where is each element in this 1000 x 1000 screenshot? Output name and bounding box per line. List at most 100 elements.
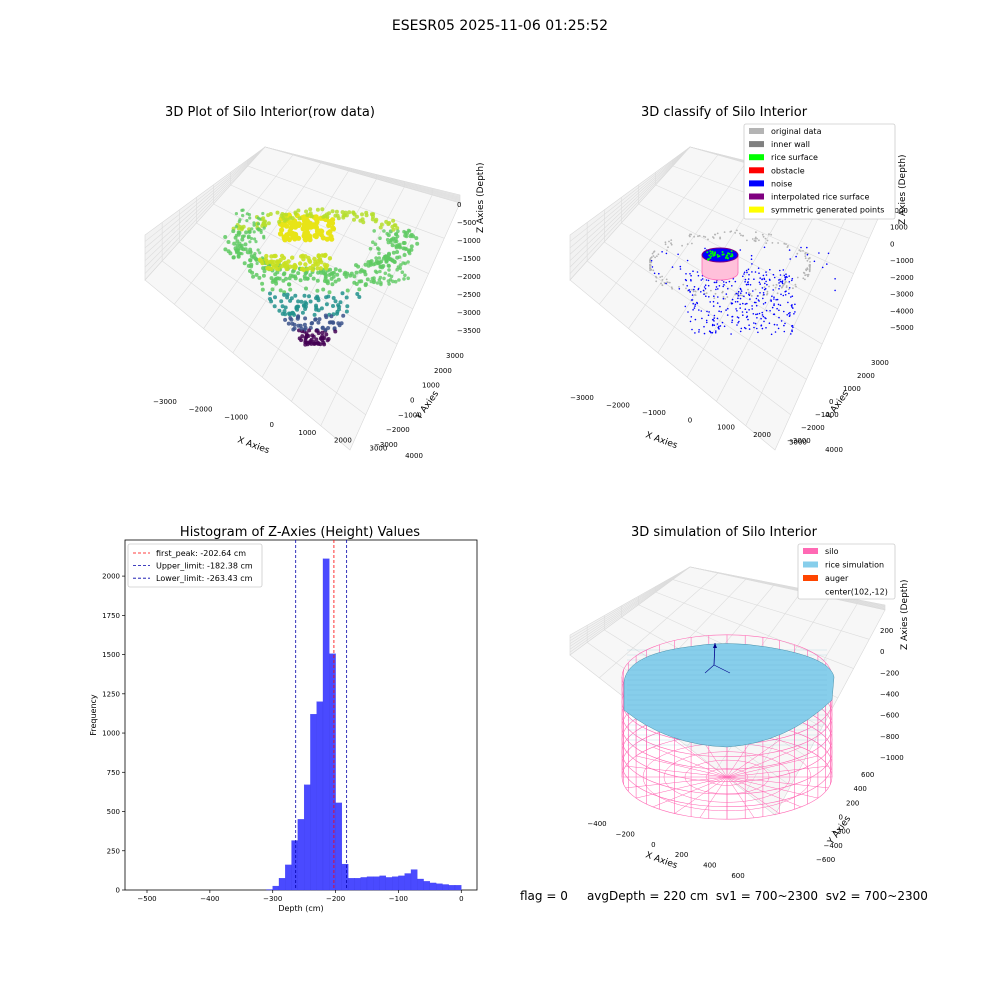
data-point bbox=[834, 289, 836, 292]
data-point bbox=[747, 268, 750, 271]
data-point bbox=[748, 328, 751, 330]
data-point bbox=[742, 314, 744, 316]
tick-label: −1000 bbox=[880, 754, 904, 762]
data-point bbox=[407, 229, 412, 233]
data-point bbox=[341, 313, 346, 318]
data-point bbox=[677, 253, 679, 256]
histogram-bar bbox=[366, 876, 374, 891]
data-point bbox=[780, 293, 782, 296]
data-point bbox=[704, 284, 707, 286]
data-point bbox=[279, 299, 284, 304]
data-point bbox=[702, 289, 705, 292]
tick-label: −600 bbox=[816, 856, 835, 864]
auger-arm bbox=[713, 664, 731, 674]
silo-spoke bbox=[726, 740, 780, 778]
data-point bbox=[713, 297, 716, 299]
data-point bbox=[663, 282, 666, 285]
data-point bbox=[651, 266, 654, 268]
data-point bbox=[739, 303, 741, 306]
data-point bbox=[284, 276, 288, 281]
z-axis-label: Z Axies (Depth) bbox=[900, 579, 910, 650]
data-point bbox=[245, 219, 249, 223]
data-point bbox=[689, 233, 691, 236]
data-point bbox=[694, 303, 697, 306]
x-tick-labels: −3000 −2000 −1000 0 1000 2000 3000 4000 bbox=[153, 398, 423, 460]
data-point bbox=[274, 281, 279, 286]
data-point bbox=[754, 322, 757, 325]
data-point bbox=[284, 266, 290, 272]
data-point bbox=[804, 255, 807, 257]
data-point bbox=[787, 288, 790, 291]
data-point bbox=[704, 287, 707, 290]
data-point bbox=[393, 279, 398, 284]
data-point bbox=[774, 331, 777, 333]
data-point bbox=[650, 259, 653, 262]
silo-spoke bbox=[726, 776, 818, 799]
data-point bbox=[768, 285, 770, 288]
data-point bbox=[377, 256, 381, 260]
tick-label: 2000 bbox=[890, 207, 908, 215]
data-point bbox=[291, 269, 295, 274]
data-point bbox=[779, 278, 781, 281]
legend-swatch bbox=[749, 154, 764, 161]
data-point bbox=[286, 259, 291, 264]
tick-label: 3000 bbox=[871, 359, 889, 367]
data-point bbox=[293, 211, 298, 216]
data-point bbox=[749, 298, 751, 300]
data-point bbox=[742, 234, 744, 237]
data-point bbox=[317, 258, 323, 263]
tick-label: −5000 bbox=[890, 324, 914, 332]
data-point bbox=[337, 304, 341, 309]
data-point bbox=[254, 240, 258, 244]
data-point bbox=[374, 256, 378, 260]
data-point bbox=[379, 222, 384, 227]
data-point bbox=[314, 216, 320, 222]
tick-label: −200 bbox=[831, 828, 850, 836]
data-point bbox=[769, 268, 771, 271]
data-point bbox=[795, 255, 797, 258]
data-point bbox=[734, 301, 737, 303]
legend-swatch bbox=[749, 167, 764, 174]
rice-surface-point bbox=[709, 250, 712, 253]
legend-label: symmetric generated points bbox=[771, 206, 884, 215]
data-point bbox=[387, 251, 391, 256]
data-point bbox=[689, 290, 691, 293]
data-point bbox=[770, 333, 773, 336]
data-point bbox=[740, 292, 742, 294]
data-point bbox=[679, 265, 682, 268]
tick-label: 0 bbox=[651, 841, 655, 849]
data-point bbox=[726, 314, 729, 316]
data-point bbox=[737, 290, 740, 293]
data-point bbox=[396, 229, 400, 233]
data-point bbox=[756, 327, 758, 330]
histogram-bar bbox=[347, 878, 355, 891]
data-point bbox=[678, 288, 681, 290]
data-point bbox=[403, 273, 407, 278]
data-point bbox=[834, 278, 836, 280]
data-point bbox=[308, 207, 313, 212]
data-point bbox=[239, 246, 244, 251]
data-point bbox=[756, 237, 758, 240]
data-point bbox=[688, 234, 691, 237]
data-point bbox=[766, 239, 769, 242]
data-point bbox=[748, 273, 750, 276]
data-point bbox=[240, 237, 245, 242]
data-point bbox=[731, 319, 734, 321]
data-point bbox=[686, 285, 688, 287]
data-point bbox=[273, 295, 277, 300]
data-point bbox=[717, 296, 719, 298]
data-point bbox=[354, 282, 359, 286]
data-point bbox=[305, 213, 310, 217]
data-point bbox=[768, 322, 771, 324]
data-point bbox=[713, 324, 716, 326]
data-point bbox=[337, 268, 342, 273]
data-point bbox=[762, 274, 765, 277]
data-point bbox=[713, 314, 716, 317]
data-point bbox=[748, 309, 750, 311]
tick-label: 400 bbox=[703, 862, 716, 870]
data-point bbox=[660, 282, 662, 285]
tick-label: −2000 bbox=[189, 406, 213, 414]
data-point bbox=[743, 326, 746, 329]
z-tick-labels: 200 0 −200 −400 −600 −800 −1000 bbox=[880, 627, 904, 762]
data-point bbox=[282, 218, 287, 223]
